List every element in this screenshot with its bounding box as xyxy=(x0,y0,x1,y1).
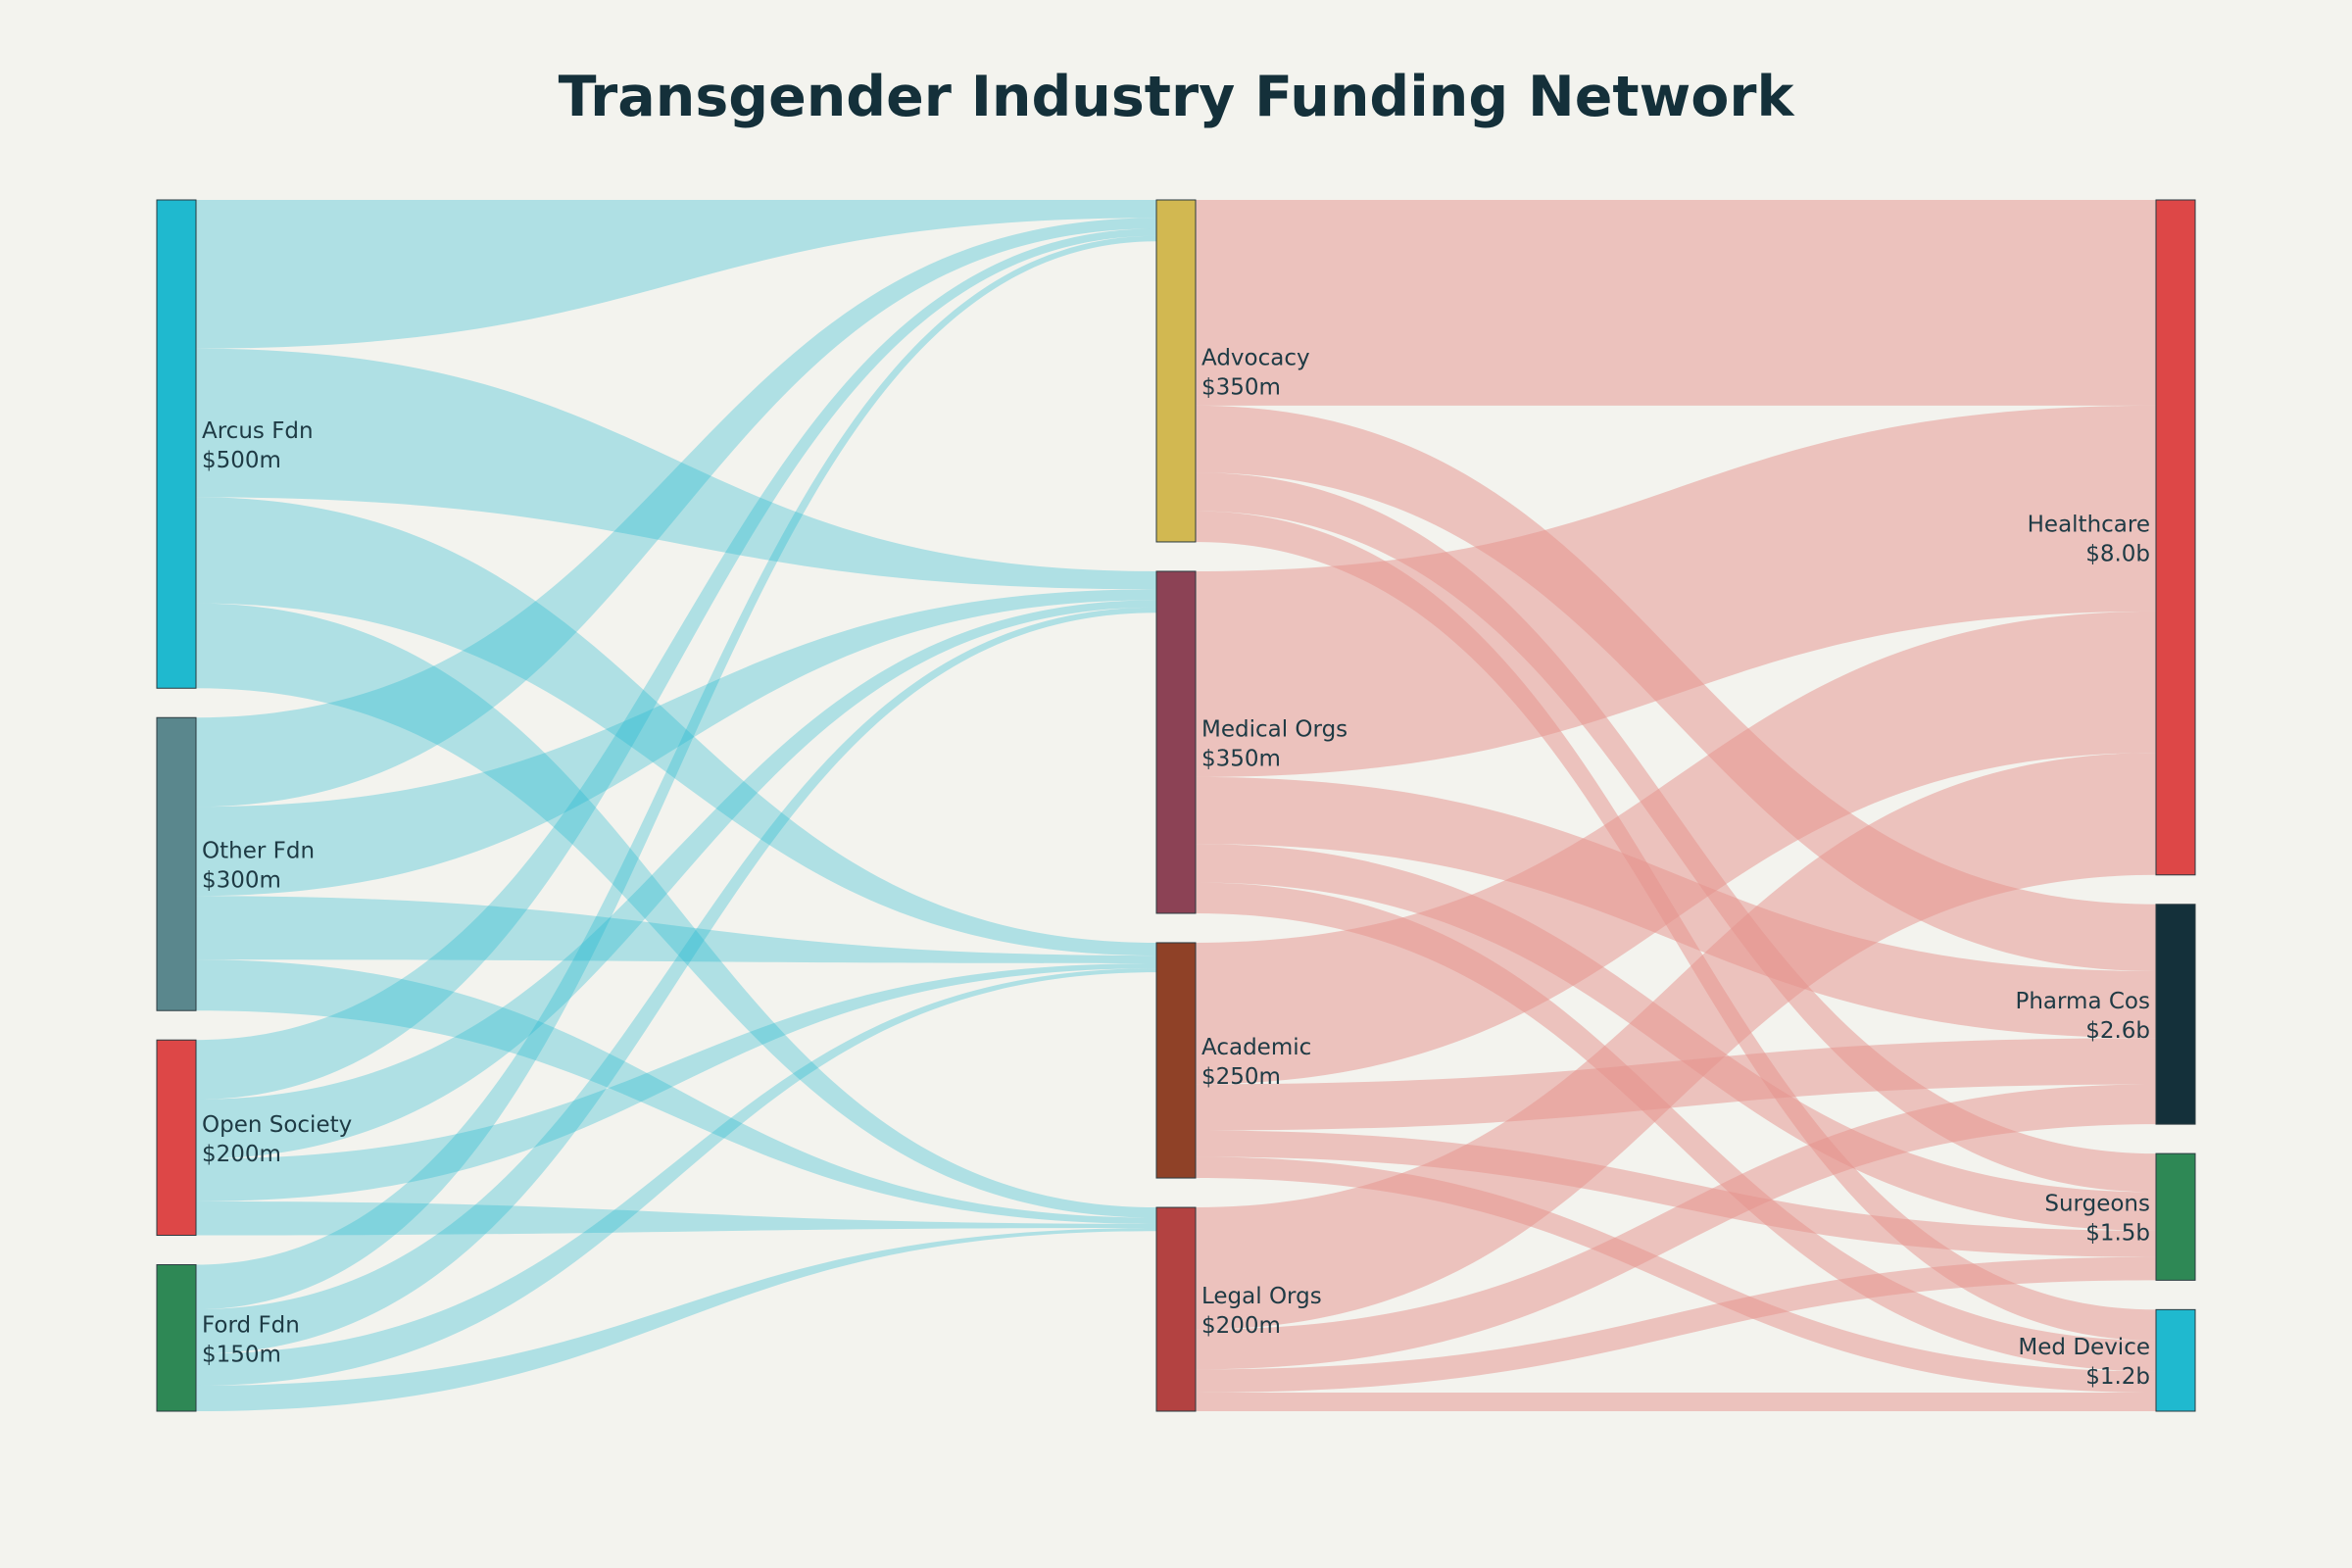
node-value-open: $200m xyxy=(202,1142,281,1167)
node-meddevice xyxy=(2155,1308,2196,1412)
flow-link-ford-advocacy xyxy=(196,235,1156,1310)
node-labels: Arcus Fdn $500m Other Fdn $300m Open Society… xyxy=(202,345,2150,1390)
node-label-meddevice: Med Device xyxy=(2018,1335,2150,1360)
flow-link-legal-meddevice xyxy=(1196,1392,2156,1411)
chart-title: Transgender Industry Funding Network xyxy=(559,65,1795,129)
node-value-legal: $200m xyxy=(1201,1313,1281,1339)
node-academic xyxy=(1155,942,1197,1179)
node-legal xyxy=(1155,1206,1197,1412)
node-healthcare xyxy=(2155,199,2196,876)
node-value-academic: $250m xyxy=(1201,1064,1281,1090)
node-label-pharma: Pharma Cos xyxy=(2015,989,2150,1014)
node-label-medical: Medical Orgs xyxy=(1201,716,1348,742)
node-arcus xyxy=(156,199,197,689)
flow-link-ford-legal xyxy=(196,1228,1156,1411)
flow-link-other-medical xyxy=(196,589,1156,897)
node-open xyxy=(156,1039,197,1237)
flow-links xyxy=(196,200,2156,1411)
flow-link-arcus-academic xyxy=(196,497,1156,956)
node-label-advocacy: Advocacy xyxy=(1201,345,1310,370)
node-label-other: Other Fdn xyxy=(202,839,315,864)
node-label-open: Open Society xyxy=(202,1112,352,1138)
node-label-ford: Ford Fdn xyxy=(202,1312,300,1338)
flow-link-arcus-advocacy xyxy=(196,200,1156,349)
flow-link-open-medical xyxy=(196,600,1156,1159)
flow-link-medical-healthcare xyxy=(1196,405,2156,777)
flow-link-other-legal xyxy=(196,959,1156,1224)
node-value-ford: $150m xyxy=(202,1342,281,1367)
flow-link-legal-surgeons xyxy=(1196,1256,2156,1393)
node-value-arcus: $500m xyxy=(202,448,281,473)
node-value-other: $300m xyxy=(202,868,281,894)
node-pharma xyxy=(2155,904,2196,1125)
node-value-pharma: $2.6b xyxy=(2085,1018,2150,1044)
flow-link-academic-meddevice xyxy=(1196,1156,2156,1393)
flow-link-other-advocacy xyxy=(196,218,1156,808)
flow-link-arcus-medical xyxy=(196,348,1156,590)
node-ford xyxy=(156,1264,197,1412)
flow-link-arcus-legal xyxy=(196,603,1156,1218)
flow-link-ford-medical xyxy=(196,607,1156,1354)
node-surgeons xyxy=(2155,1152,2196,1281)
flow-link-open-academic xyxy=(196,962,1156,1201)
flow-link-medical-meddevice xyxy=(1196,882,2156,1372)
flow-link-legal-pharma xyxy=(1196,1084,2156,1370)
node-label-healthcare: Healthcare xyxy=(2028,512,2150,537)
node-value-meddevice: $1.2b xyxy=(2085,1364,2150,1390)
node-medical xyxy=(1155,570,1197,914)
flow-link-open-legal xyxy=(196,1200,1156,1236)
node-value-advocacy: $350m xyxy=(1201,374,1281,400)
node-label-legal: Legal Orgs xyxy=(1201,1284,1322,1309)
node-label-surgeons: Surgeons xyxy=(2044,1192,2150,1217)
node-label-arcus: Arcus Fdn xyxy=(202,418,314,444)
flow-link-ford-academic xyxy=(196,968,1156,1387)
flow-link-advocacy-healthcare xyxy=(1196,200,2156,406)
flow-link-other-academic xyxy=(196,896,1156,963)
node-value-surgeons: $1.5b xyxy=(2085,1221,2150,1247)
flow-link-legal-healthcare xyxy=(1196,753,2156,1330)
flow-link-academic-healthcare xyxy=(1196,611,2156,1085)
node-advocacy xyxy=(1155,199,1197,543)
flow-nodes xyxy=(156,199,2196,1412)
node-label-academic: Academic xyxy=(1201,1035,1311,1060)
node-value-medical: $350m xyxy=(1201,746,1281,771)
flow-link-open-advocacy xyxy=(196,228,1156,1100)
node-other xyxy=(156,716,197,1011)
node-value-healthcare: $8.0b xyxy=(2085,541,2150,566)
